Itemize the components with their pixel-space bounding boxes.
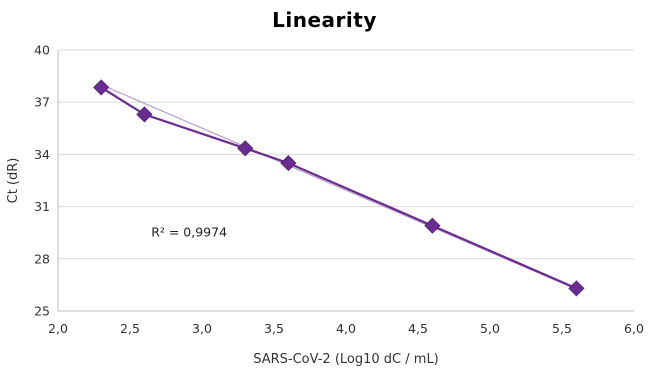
data-point xyxy=(237,140,254,157)
x-tick-label: 6,0 xyxy=(624,321,644,336)
x-tick-label: 4,5 xyxy=(408,321,428,336)
data-point xyxy=(136,106,153,123)
y-tick-label: 25 xyxy=(34,304,50,319)
y-axis-title: Ct (dR) xyxy=(6,158,21,204)
r-squared-annotation: R² = 0,9974 xyxy=(151,225,227,240)
x-tick-label: 4,0 xyxy=(336,321,356,336)
x-tick-label: 3,0 xyxy=(192,321,212,336)
labels: 25 28 31 34 37 40 2,0 2,5 3,0 3,5 4,0 4,5 5,0 5,5 6,0 R… xyxy=(6,43,644,368)
x-tick-label: 5,0 xyxy=(480,321,500,336)
x-tick-label: 3,5 xyxy=(264,321,284,336)
chart-title: Linearity xyxy=(272,8,377,32)
data-point xyxy=(93,79,110,96)
series-line xyxy=(100,86,577,290)
y-tick-label: 40 xyxy=(34,43,50,58)
x-tick-label: 5,5 xyxy=(552,321,572,336)
y-tick-label: 28 xyxy=(34,251,50,266)
data-point xyxy=(280,155,297,172)
x-tick-label: 2,5 xyxy=(120,321,140,336)
trendline-layer xyxy=(100,84,577,290)
series-layer xyxy=(93,79,585,297)
x-tick-label: 2,0 xyxy=(48,321,68,336)
y-tick-label: 37 xyxy=(34,95,50,110)
gridlines xyxy=(58,49,634,260)
y-tick-label: 34 xyxy=(34,147,50,162)
data-point xyxy=(424,217,441,234)
trendline xyxy=(100,84,577,290)
axes xyxy=(57,50,634,312)
x-axis-title: SARS-CoV-2 (Log10 dC / mL) xyxy=(253,352,439,367)
y-tick-label: 31 xyxy=(34,199,50,214)
data-point xyxy=(568,280,585,297)
